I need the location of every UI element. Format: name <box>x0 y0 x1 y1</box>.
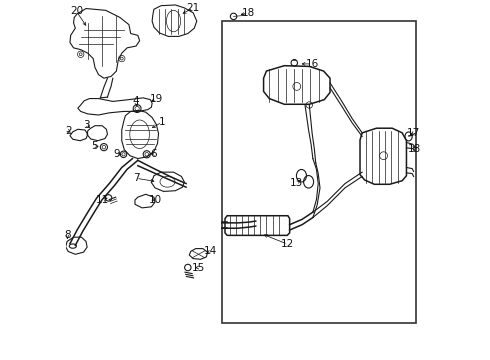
Text: 12: 12 <box>281 239 294 249</box>
Text: 21: 21 <box>187 3 200 13</box>
Text: 11: 11 <box>96 195 109 204</box>
Text: 15: 15 <box>192 262 205 273</box>
Text: 3: 3 <box>83 120 89 130</box>
Text: 20: 20 <box>70 6 83 17</box>
Text: 1: 1 <box>159 117 166 127</box>
Text: 10: 10 <box>149 195 162 204</box>
Text: 2: 2 <box>65 126 72 136</box>
Text: 13: 13 <box>290 178 303 188</box>
Text: 14: 14 <box>204 247 217 256</box>
Text: 16: 16 <box>306 59 319 69</box>
Text: 7: 7 <box>133 173 139 183</box>
Text: 18: 18 <box>408 144 421 154</box>
Text: 18: 18 <box>242 8 255 18</box>
Text: 5: 5 <box>92 141 98 151</box>
Text: 9: 9 <box>113 149 120 159</box>
Text: 19: 19 <box>150 94 163 104</box>
Text: 17: 17 <box>407 128 420 138</box>
Text: 6: 6 <box>150 149 157 159</box>
Bar <box>222 21 416 323</box>
Text: 8: 8 <box>64 230 71 240</box>
Text: 4: 4 <box>133 96 139 107</box>
